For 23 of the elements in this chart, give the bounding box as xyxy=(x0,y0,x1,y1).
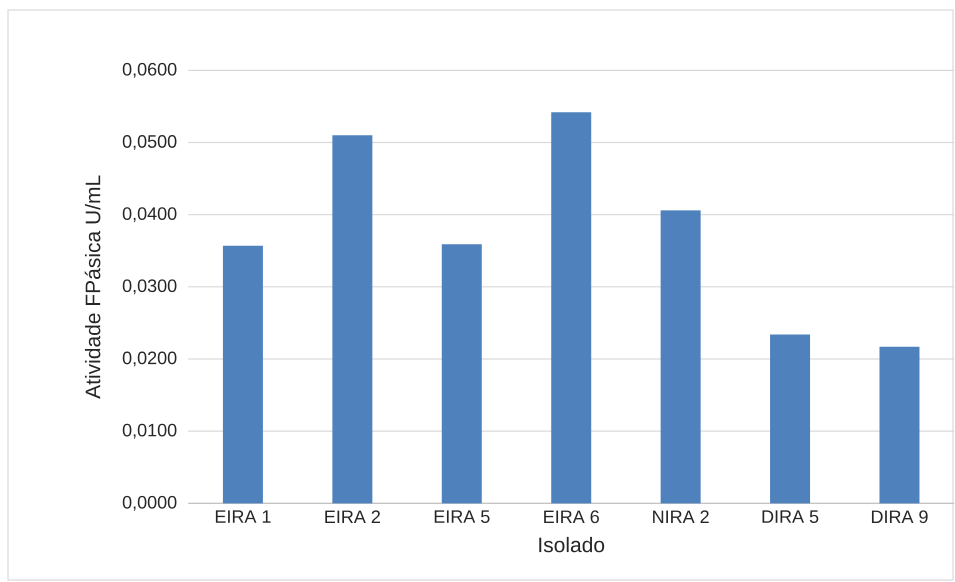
x-tick-label: EIRA 5 xyxy=(434,510,490,523)
y-tick-label: 0,0000 xyxy=(122,496,176,511)
y-axis-title: Atividade FPásica U/mL xyxy=(84,176,100,399)
y-tick-label: 0,0100 xyxy=(122,424,176,439)
x-tick-label: DIRA 5 xyxy=(762,510,818,523)
y-tick-label: 0,0500 xyxy=(122,135,176,150)
bar xyxy=(770,334,810,504)
x-tick-label: EIRA 6 xyxy=(544,510,599,524)
x-tick-label: EIRA 1 xyxy=(216,510,271,523)
x-tick-label: EIRA 2 xyxy=(325,510,380,523)
bar xyxy=(879,346,920,504)
x-tick-label: NIRA 2 xyxy=(653,510,709,523)
bar xyxy=(660,210,701,504)
bar xyxy=(332,135,372,504)
bar xyxy=(222,246,263,504)
bar xyxy=(442,244,482,504)
y-tick-label: 0,0200 xyxy=(122,352,176,366)
y-tick-label: 0,0600 xyxy=(122,62,176,78)
bar xyxy=(551,112,592,504)
y-tick-label: 0,0300 xyxy=(122,279,176,294)
x-axis-title: Isolado xyxy=(539,536,604,552)
x-tick-label: DIRA 9 xyxy=(872,510,928,524)
y-tick-label: 0,0400 xyxy=(122,207,176,222)
